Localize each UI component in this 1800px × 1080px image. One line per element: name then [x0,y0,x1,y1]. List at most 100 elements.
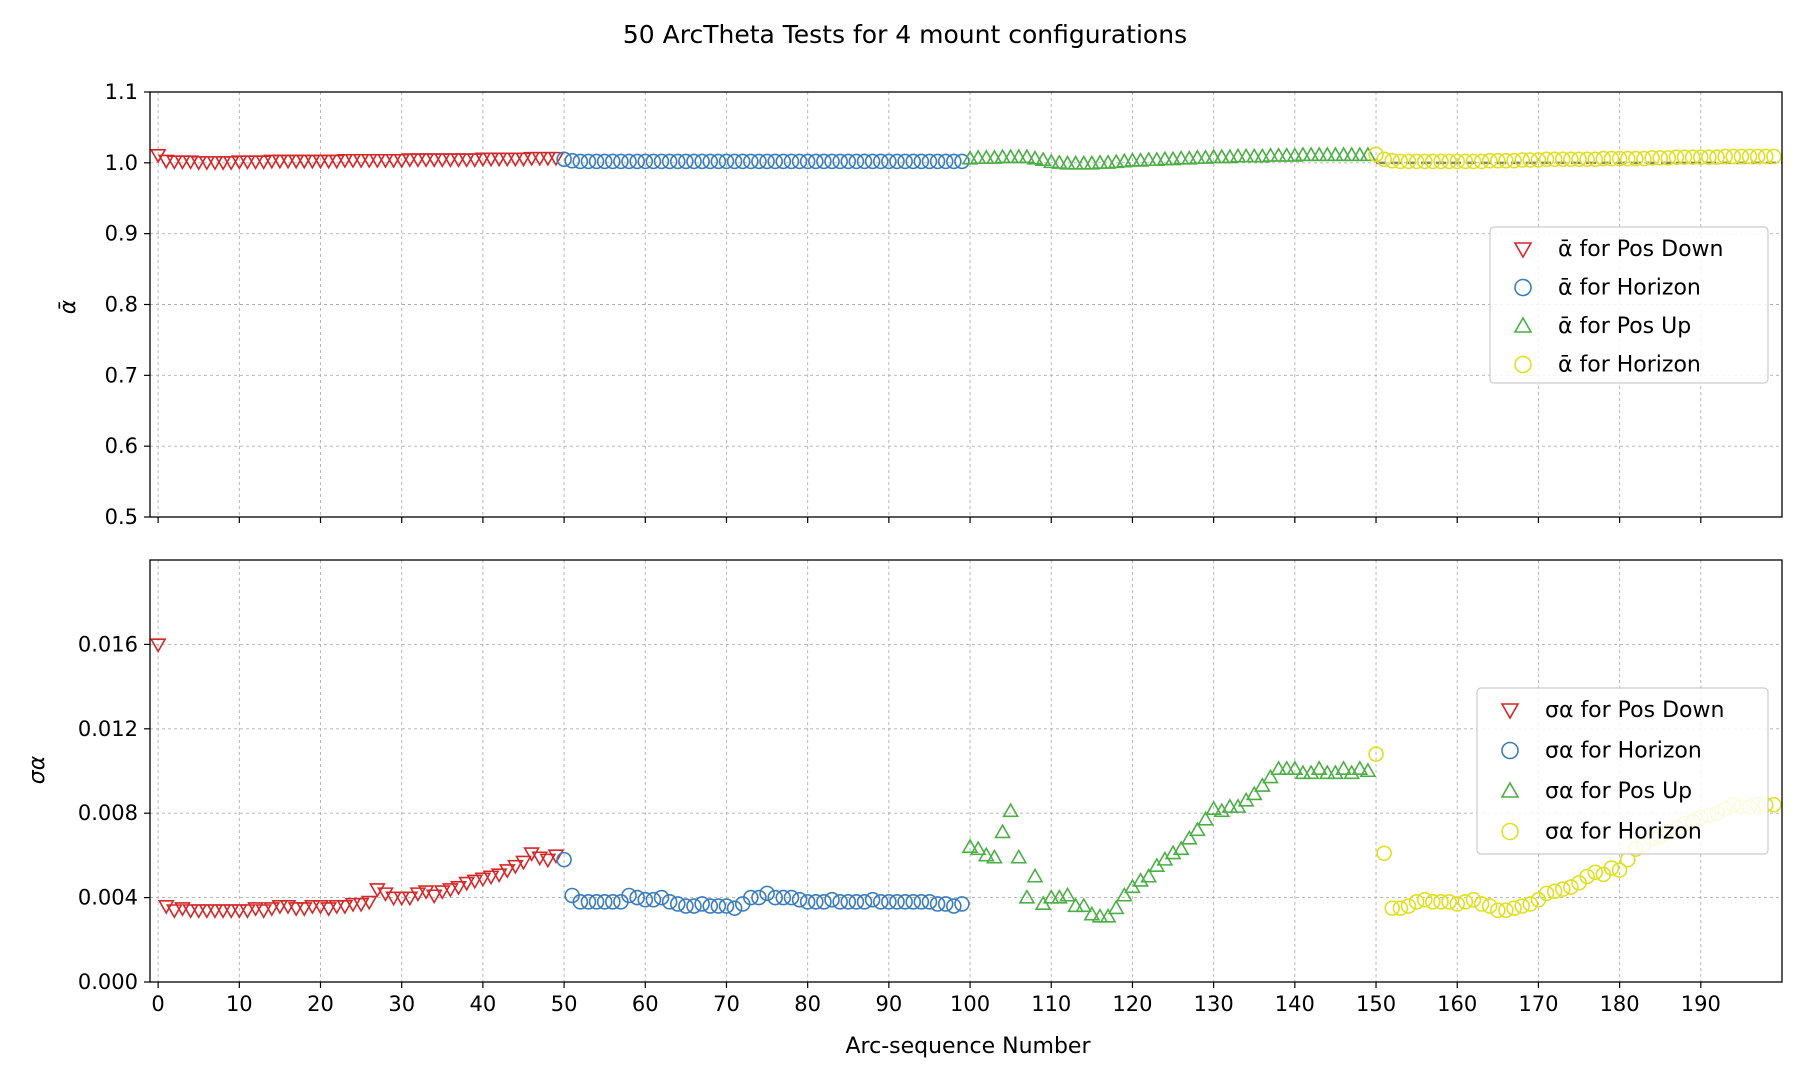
bottom-series-1-point [881,894,897,910]
bottom-series-3-point [1611,862,1628,878]
top-series-2-point [1335,146,1352,162]
bottom-series-0-point [230,904,248,919]
bottom-series-2-point [1310,760,1328,775]
top-series-3-point [1628,150,1644,167]
top-series-0-point [490,152,508,168]
top-series-2-point [1124,152,1141,167]
top-series-2-point [1059,154,1076,170]
bottom-series-0-point [222,904,240,919]
bottom-series-1-point [645,891,662,908]
top-series-0-point [466,153,484,168]
top-series-0-point [263,154,281,170]
top-series-2-point [1270,147,1287,162]
bottom-series-0-point [458,876,476,892]
bottom-series-1-point [954,896,970,912]
top-series-0-point [336,153,354,169]
top-series-0-point [401,153,419,168]
bottom-series-1-point [799,894,816,910]
top-series-3-point [1368,146,1384,163]
bottom-legend-label-0: σα for Pos Down [1545,698,1724,723]
bottom-series-1-point [946,898,962,914]
bottom-series-3-point [1554,881,1571,897]
top-series-3-point [1636,150,1652,167]
top-series-1-point [759,153,775,170]
top-series-2-point [1026,149,1044,165]
bottom-legend-marker-1 [1501,741,1519,760]
bottom-series-3-point [1538,885,1555,902]
top-series-0-point [482,152,500,168]
top-series-3-point [1408,153,1425,170]
bottom-series-0-point [255,904,273,919]
bottom-series-1-point [816,894,832,910]
top-y-tick-label: 0.6 [105,434,138,458]
bottom-series-1-point [840,894,857,910]
bottom-series-0-point [433,885,451,900]
top-series-3-point [1668,149,1685,165]
bottom-series-0-point [150,638,167,654]
bottom-series-2-point [1327,764,1344,780]
x-tick-label: 40 [470,992,497,1016]
bottom-series-3-point [1376,845,1392,862]
top-y-tick-label: 0.9 [105,222,138,246]
bottom-series-2-point [1042,888,1060,904]
bottom-legend-marker-0 [1500,703,1520,720]
bottom-series-1-point [832,894,848,910]
top-series-3-point [1490,152,1506,169]
top-series-1-point [726,153,743,170]
top-series-1-point [678,153,694,170]
bottom-series-2-point [961,838,979,854]
bottom-series-1-point [775,889,792,906]
top-y-axis-label: ᾱ [56,299,81,314]
top-series-3-point [1514,152,1530,168]
bottom-series-0-point [482,870,500,886]
bottom-series-0-point [304,899,321,915]
bottom-series-0-point [344,897,362,913]
top-series-1-point [913,153,930,170]
top-series-1-point [807,153,824,170]
top-series-0-point [239,155,256,171]
bottom-series-2-point [1002,802,1020,818]
x-tick-label: 80 [794,992,821,1016]
top-series-0-point [320,154,338,170]
top-series-0-point [417,153,435,168]
x-tick-label: 160 [1437,992,1477,1016]
bottom-series-0-point [417,885,435,900]
bottom-series-2-point [1351,760,1369,775]
top-y-tick-label: 1.0 [105,151,138,175]
bottom-series-3-point [1449,896,1466,912]
top-series-1-point [767,153,783,170]
bottom-series-0-point [385,891,402,907]
top-series-1-point [734,153,751,170]
bottom-series-1-point [669,896,686,912]
top-series-0-point [523,151,540,167]
top-series-0-point [433,153,451,168]
bottom-series-1-point [751,889,767,906]
top-series-1-point [605,153,621,170]
top-series-0-point [360,153,378,169]
bottom-series-2-point [1172,840,1190,856]
top-series-0-point [312,154,329,170]
bottom-series-1-point [848,894,865,910]
top-series-3-point [1749,148,1766,165]
bottom-series-0-point [539,853,557,869]
top-series-1-point [775,153,792,170]
top-legend-marker-2 [1513,316,1533,333]
top-legend-box [1489,226,1769,384]
top-series-3-point [1465,153,1482,170]
bottom-series-2-point [969,840,987,856]
bottom-series-3-point [1392,900,1409,916]
top-series-2-point [1302,146,1320,162]
bottom-series-2 [961,760,1377,923]
top-series-2-point [1318,146,1336,162]
bottom-series-0-point [450,880,467,896]
bottom-series-0-point [328,899,346,915]
bottom-series-3-point [1368,746,1384,762]
top-series-2-point [1262,147,1279,162]
bottom-series-3-point [1498,902,1514,919]
bottom-series-2-point [1270,760,1287,775]
top-series-1-point [946,153,962,170]
top-series-2-point [1213,148,1231,164]
top-series-2-point [1042,153,1060,169]
bottom-series-1-point [824,891,840,908]
